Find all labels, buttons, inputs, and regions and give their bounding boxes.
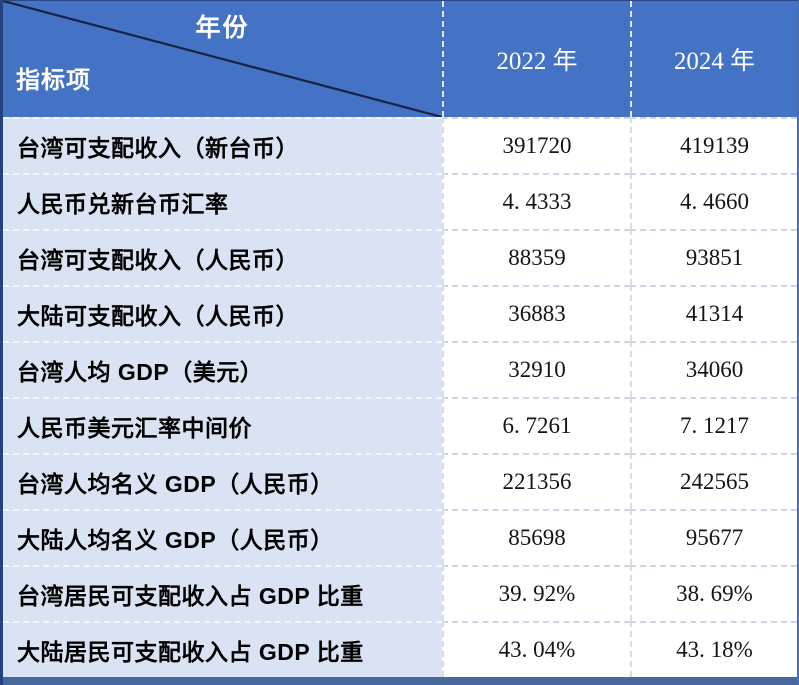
value-2024: 43. 18% — [630, 621, 797, 677]
row-label: 台湾可支配收入（新台币） — [3, 117, 442, 173]
row-label: 大陆可支配收入（人民币） — [3, 285, 442, 341]
row-label: 台湾人均名义 GDP（人民币） — [3, 453, 442, 509]
header-col-2024: 2024 年 — [630, 1, 797, 117]
value-2022: 221356 — [442, 453, 630, 509]
row-label: 台湾人均 GDP（美元） — [3, 341, 442, 397]
value-2022: 36883 — [442, 285, 630, 341]
indicator-axis-label: 指标项 — [16, 67, 91, 94]
value-2024: 4. 4660 — [630, 173, 797, 229]
row-label: 大陆居民可支配收入占 GDP 比重 — [3, 621, 442, 677]
value-2024: 38. 69% — [630, 565, 797, 621]
row-label: 大陆人均名义 GDP（人民币） — [3, 509, 442, 565]
value-2024: 34060 — [630, 341, 797, 397]
value-2024: 93851 — [630, 229, 797, 285]
value-2022: 6. 7261 — [442, 397, 630, 453]
value-2022: 391720 — [442, 117, 630, 173]
value-2024: 7. 1217 — [630, 397, 797, 453]
header-col-2022: 2022 年 — [442, 1, 630, 117]
value-2022: 39. 92% — [442, 565, 630, 621]
value-2022: 88359 — [442, 229, 630, 285]
diagonal-divider-line — [3, 1, 442, 117]
year-axis-label: 年份 — [195, 14, 250, 42]
value-2024: 419139 — [630, 117, 797, 173]
value-2022: 85698 — [442, 509, 630, 565]
value-2022: 43. 04% — [442, 621, 630, 677]
row-label: 人民币兑新台币汇率 — [3, 173, 442, 229]
value-2024: 41314 — [630, 285, 797, 341]
table-bottom-border-bar — [3, 677, 797, 685]
value-2024: 95677 — [630, 509, 797, 565]
row-label: 台湾可支配收入（人民币） — [3, 229, 442, 285]
header-corner-cell: 年份 指标项 — [3, 1, 442, 117]
row-label: 人民币美元汇率中间价 — [3, 397, 442, 453]
row-label: 台湾居民可支配收入占 GDP 比重 — [3, 565, 442, 621]
value-2022: 32910 — [442, 341, 630, 397]
value-2022: 4. 4333 — [442, 173, 630, 229]
value-2024: 242565 — [630, 453, 797, 509]
